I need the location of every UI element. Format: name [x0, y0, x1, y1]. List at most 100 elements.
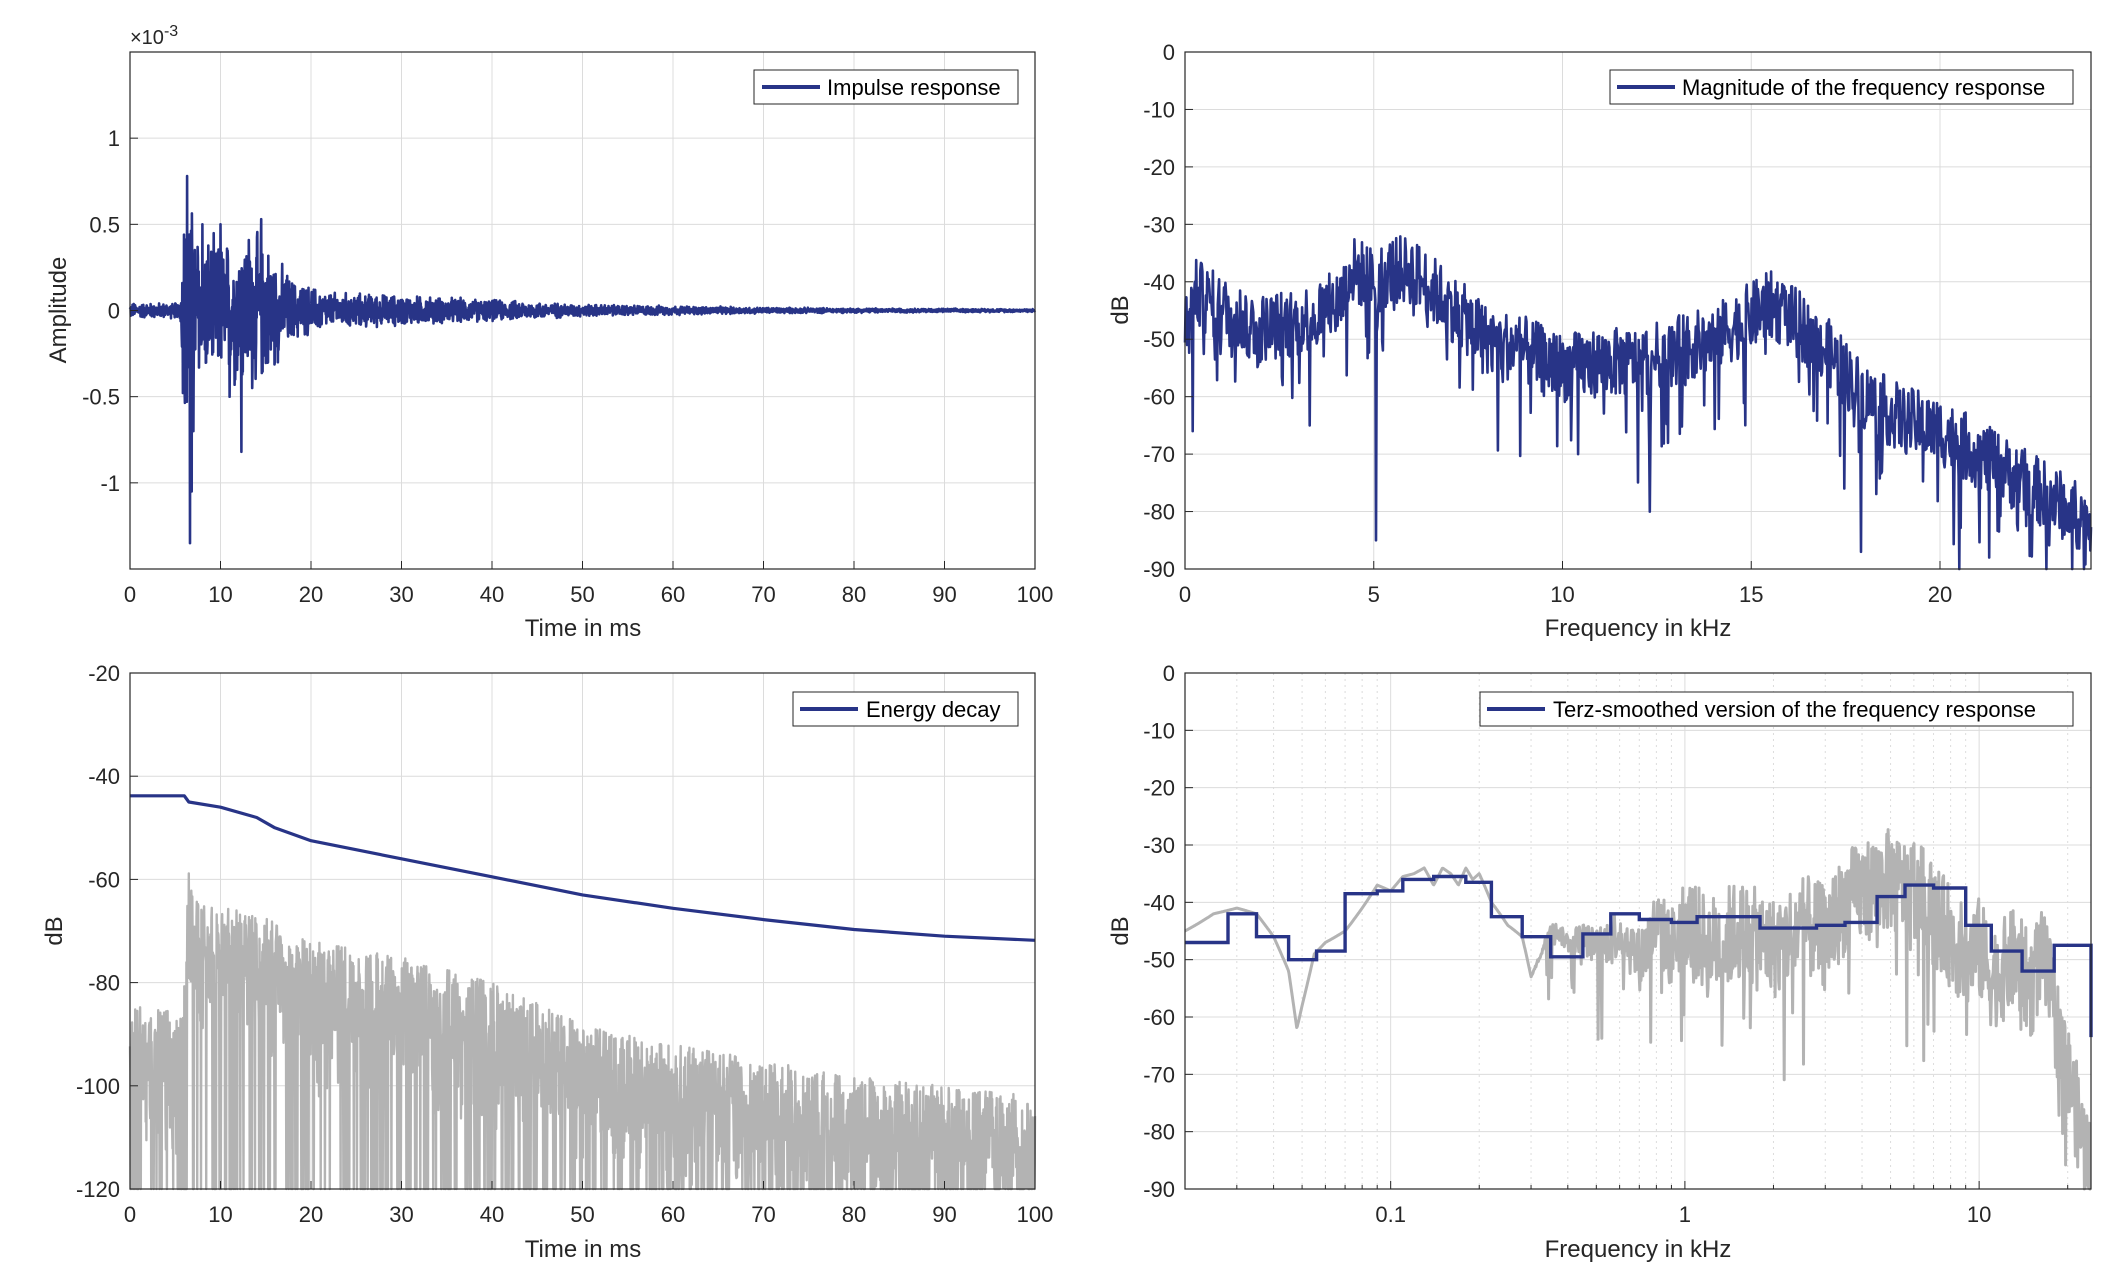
x-tick-label: 50 [570, 1202, 594, 1227]
energy-raw-line [128, 872, 1037, 1191]
y-tick-label: -70 [1143, 442, 1175, 467]
terz-smoothed-panel: 0.1 1 10 0 -10 -20 -30 -40 -50 -60 -70 -80 -90 Frequ… [1107, 661, 2093, 1263]
energy-decay-line [130, 794, 1036, 942]
y-tick-label: -60 [1143, 1005, 1175, 1030]
x-tick-label: 30 [389, 582, 413, 607]
x-tick-label: 90 [932, 582, 956, 607]
energy-decay-panel: 0 10 20 30 40 50 60 70 80 90 100 -20 -40 -60 -80 -100 -1… [41, 661, 1053, 1263]
y-axis-label: dB [1107, 916, 1134, 945]
x-axis-label: Time in ms [525, 615, 641, 642]
x-tick-label: 1 [1679, 1202, 1691, 1227]
y-tick-label: -100 [76, 1074, 120, 1099]
x-axis-label: Frequency in kHz [1545, 1236, 1732, 1263]
x-tick-label: 100 [1017, 582, 1054, 607]
x-tick-label: 30 [389, 1202, 413, 1227]
legend: Impulse response [753, 69, 1019, 105]
legend-entry-impulse-response: Impulse response [827, 75, 1001, 100]
y-axis-label: dB [41, 916, 68, 945]
x-axis-label: Frequency in kHz [1545, 615, 1732, 642]
plot-lines [128, 794, 1037, 1191]
y-tick-label: -60 [88, 867, 120, 892]
x-tick-label: 100 [1017, 1202, 1054, 1227]
impulse-response-line [128, 174, 1037, 545]
legend-entry-terz-smoothed: Terz-smoothed version of the frequency r… [1553, 697, 2036, 722]
x-tick-label: 5 [1368, 582, 1380, 607]
y-tick-label: 1 [108, 126, 120, 151]
x-tick-label: 10 [1967, 1202, 1991, 1227]
y-tick-label: -90 [1143, 1177, 1175, 1202]
x-tick-label: 90 [932, 1202, 956, 1227]
y-tick-label: -60 [1143, 385, 1175, 410]
y-tick-label: -80 [1143, 500, 1175, 525]
magnitude-panel: 0 5 10 15 20 0 -10 -20 -30 -40 -50 -60 -70 -80 -90 Fre… [1107, 40, 2093, 642]
exponent-label: ×10-3 [130, 23, 178, 49]
plot-lines [1183, 235, 2093, 571]
y-tick-label: -20 [1143, 155, 1175, 180]
y-axis-label: dB [1107, 295, 1134, 324]
y-tick-label: -10 [1143, 97, 1175, 122]
y-tick-label: -20 [1143, 776, 1175, 801]
plot-lines [1184, 828, 2093, 1191]
y-tick-label: -10 [1143, 718, 1175, 743]
magnitude-line [1183, 235, 2093, 571]
legend-box [1609, 69, 2074, 105]
y-axis-label: Amplitude [45, 257, 72, 364]
x-tick-label: 10 [208, 1202, 232, 1227]
legend: Magnitude of the frequency response [1609, 69, 2074, 105]
x-tick-label: 10 [208, 582, 232, 607]
x-tick-label: 50 [570, 582, 594, 607]
x-tick-label: 0.1 [1375, 1202, 1406, 1227]
y-tick-label: -30 [1143, 212, 1175, 237]
x-tick-label: 20 [299, 1202, 323, 1227]
x-tick-label: 70 [751, 582, 775, 607]
x-tick-label: 0 [124, 1202, 136, 1227]
tick-labels: 0 10 20 30 40 50 60 70 80 90 100 1 0.5 0 -0.5 -1 [82, 126, 1053, 607]
y-tick-label: -20 [88, 661, 120, 686]
tick-labels: 0 10 20 30 40 50 60 70 80 90 100 -20 -40 -60 -80 -100 -1… [76, 661, 1053, 1227]
y-tick-label: -1 [100, 471, 120, 496]
x-tick-label: 0 [124, 582, 136, 607]
x-tick-label: 40 [480, 582, 504, 607]
legend: Terz-smoothed version of the frequency r… [1479, 691, 2074, 727]
y-tick-label: -40 [1143, 890, 1175, 915]
x-tick-label: 70 [751, 1202, 775, 1227]
legend: Energy decay [792, 691, 1019, 727]
y-tick-label: -80 [88, 971, 120, 996]
x-tick-label: 15 [1739, 582, 1763, 607]
tick-labels: 0.1 1 10 0 -10 -20 -30 -40 -50 -60 -70 -80 -90 [1143, 661, 2069, 1227]
x-tick-label: 20 [299, 582, 323, 607]
tick-labels: 0 5 10 15 20 0 -10 -20 -30 -40 -50 -60 -70 -80 -90 [1143, 40, 1952, 607]
exponent-power: -3 [164, 23, 178, 40]
y-tick-label: -50 [1143, 327, 1175, 352]
y-tick-label: -40 [88, 764, 120, 789]
y-tick-label: 0 [1163, 40, 1175, 65]
terz-smoothed-line [1185, 874, 2093, 1038]
y-tick-label: 0.5 [89, 212, 120, 237]
y-tick-label: -50 [1143, 948, 1175, 973]
y-tick-label: 0 [1163, 661, 1175, 686]
y-tick-label: -120 [76, 1177, 120, 1202]
axes-box [1184, 672, 2092, 1190]
plot-lines [128, 174, 1037, 545]
x-axis-label: Time in ms [525, 1236, 641, 1263]
y-tick-label: -0.5 [82, 385, 120, 410]
x-tick-label: 80 [842, 1202, 866, 1227]
x-tick-label: 40 [480, 1202, 504, 1227]
x-tick-label: 20 [1928, 582, 1952, 607]
legend-box [1479, 691, 2074, 727]
x-tick-label: 60 [661, 1202, 685, 1227]
x-tick-label: 0 [1179, 582, 1191, 607]
legend-entry-energy-decay: Energy decay [866, 697, 1001, 722]
y-tick-label: -80 [1143, 1120, 1175, 1145]
exponent-base: ×10 [130, 27, 164, 49]
x-tick-label: 10 [1550, 582, 1574, 607]
y-tick-label: -90 [1143, 557, 1175, 582]
y-tick-label: -70 [1143, 1062, 1175, 1087]
legend-entry-magnitude: Magnitude of the frequency response [1682, 75, 2045, 100]
unsmoothed-response-line [1184, 828, 2092, 1191]
y-tick-label: -40 [1143, 270, 1175, 295]
x-tick-label: 80 [842, 582, 866, 607]
axes-box [1184, 51, 2092, 570]
